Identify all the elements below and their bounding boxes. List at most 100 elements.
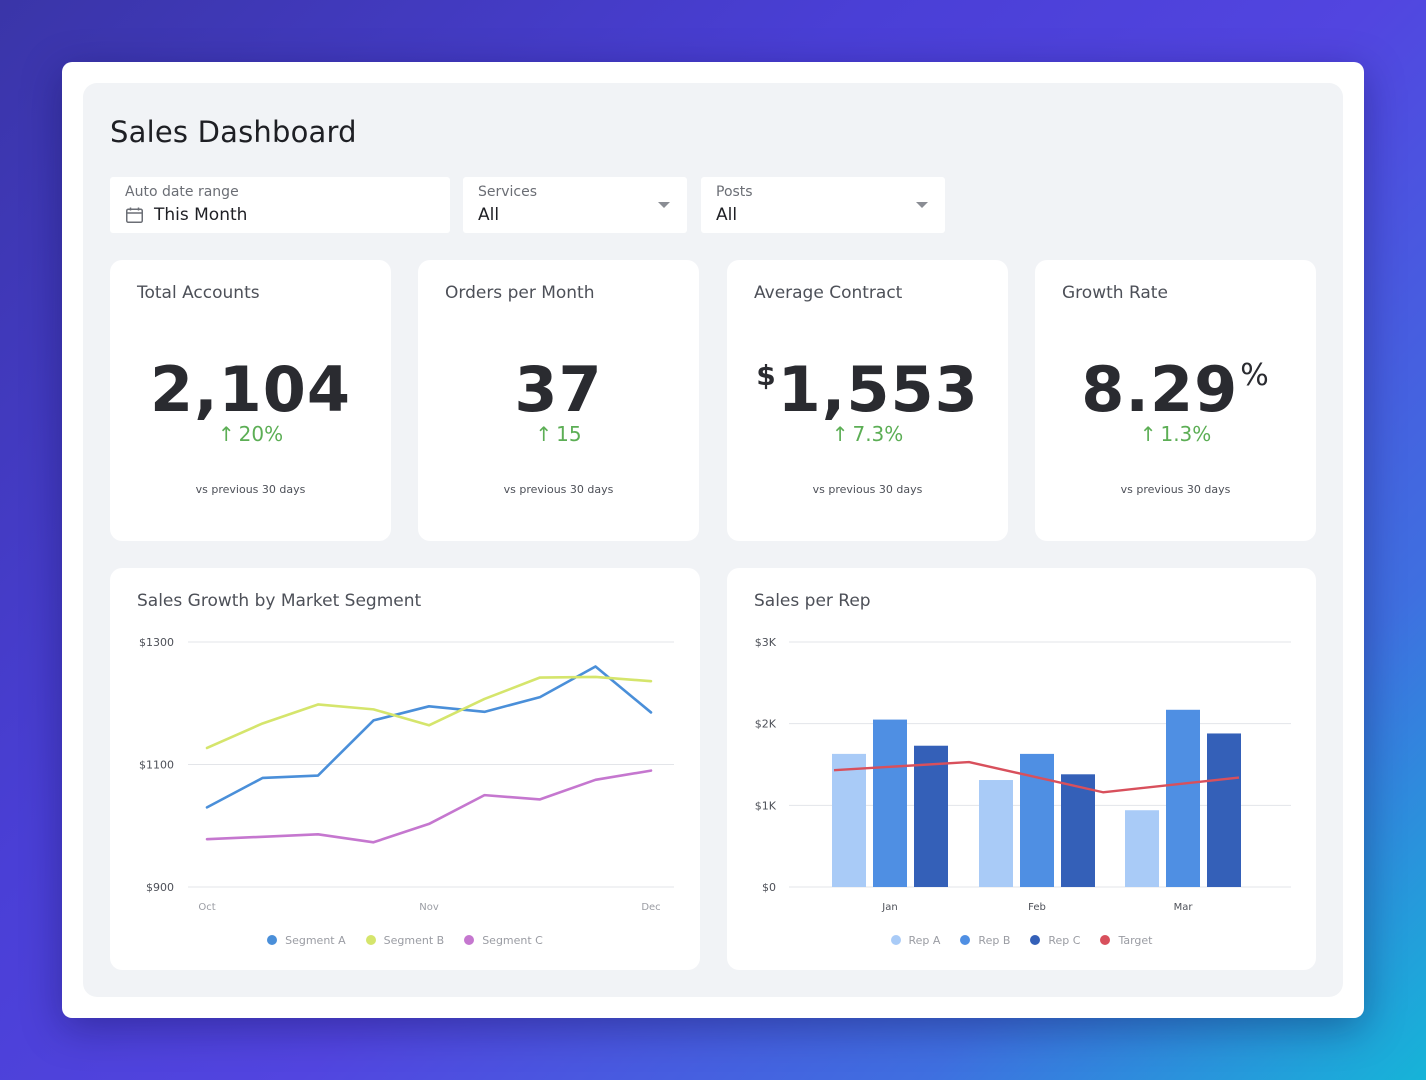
dashboard-panel: Sales Dashboard Auto date range This Mon… <box>83 83 1343 997</box>
x-tick-label: Jan <box>881 902 897 913</box>
x-tick-label: Nov <box>419 902 439 913</box>
posts-value: All <box>716 205 738 225</box>
y-tick-label: $2K <box>755 718 777 731</box>
legend-item[interactable]: Rep A <box>890 934 941 947</box>
chevron-down-icon <box>658 202 670 208</box>
chevron-down-icon <box>916 202 928 208</box>
kpi-footnote: vs previous 30 days <box>503 483 614 496</box>
x-tick-label: Mar <box>1174 902 1194 913</box>
kpi-label: Average Contract <box>754 283 903 303</box>
y-tick-label: $3K <box>755 636 777 649</box>
kpi-footnote: vs previous 30 days <box>195 483 306 496</box>
kpi-label: Orders per Month <box>445 283 595 303</box>
legend-dot-icon <box>267 935 278 945</box>
date-range-value: This Month <box>154 205 248 225</box>
kpi-number: 8.29 <box>1081 353 1239 426</box>
kpi-number: 37 <box>514 353 603 426</box>
bar-rep-a <box>1125 810 1159 887</box>
posts-dropdown[interactable]: Posts All <box>701 177 945 233</box>
dashboard-window: Sales Dashboard Auto date range This Mon… <box>62 62 1364 1018</box>
legend-dot-icon <box>890 935 901 945</box>
line-chart-legend: Segment A Segment B Segment C <box>110 934 700 947</box>
legend-item[interactable]: Rep C <box>1030 934 1080 947</box>
kpi-value: 2,104 <box>110 353 391 426</box>
kpi-delta-value: 1.3% <box>1160 422 1212 446</box>
legend-item[interactable]: Rep B <box>960 934 1010 947</box>
kpi-card-average-contract[interactable]: Average Contract $1,553 ↑ 7.3% vs previou… <box>727 260 1008 541</box>
kpi-card-orders-per-month[interactable]: Orders per Month 37 ↑ 15 vs previous 30 d… <box>418 260 699 541</box>
legend-label: Rep B <box>978 934 1011 947</box>
bar-rep-a <box>832 753 866 887</box>
services-dropdown[interactable]: Services All <box>463 177 687 233</box>
sales-growth-chart-card: Sales Growth by Market Segment $1300 $110… <box>110 568 700 970</box>
kpi-delta-value: 7.3% <box>852 422 904 446</box>
arrow-up-icon: ↑ <box>535 422 553 446</box>
legend-dot-icon <box>960 935 971 945</box>
legend-dot-icon <box>365 935 376 945</box>
line-chart: $1300 $1100 $900 Oct Nov Dec <box>139 636 674 913</box>
kpi-delta-value: 15 <box>556 422 582 446</box>
kpi-value: $1,553 <box>727 353 1008 426</box>
x-tick-label: Feb <box>1028 902 1046 913</box>
legend-label: Rep C <box>1048 934 1081 947</box>
legend-item[interactable]: Segment B <box>365 934 445 947</box>
arrow-up-icon: ↑ <box>217 422 235 446</box>
legend-item[interactable]: Target <box>1100 934 1152 947</box>
legend-dot-icon <box>464 935 475 945</box>
bar-rep-b <box>873 719 907 887</box>
kpi-label: Growth Rate <box>1062 283 1168 303</box>
services-label: Services <box>478 184 538 200</box>
kpi-footnote: vs previous 30 days <box>1120 483 1231 496</box>
legend-label: Target <box>1118 934 1153 947</box>
legend-label: Segment B <box>383 934 445 947</box>
date-range-filter[interactable]: Auto date range This Month <box>110 177 450 233</box>
legend-item[interactable]: Segment C <box>464 934 543 947</box>
bar-rep-b <box>1020 753 1054 887</box>
chart-title: Sales per Rep <box>754 591 871 611</box>
arrow-up-icon: ↑ <box>1139 422 1157 446</box>
page-title: Sales Dashboard <box>110 115 357 149</box>
kpi-delta-value: 20% <box>238 422 284 446</box>
kpi-delta: ↑ 15 <box>418 422 699 446</box>
kpi-footnote: vs previous 30 days <box>812 483 923 496</box>
kpi-prefix: $ <box>756 359 777 392</box>
x-tick-label: Dec <box>641 902 660 913</box>
bar-chart-legend: Rep A Rep B Rep C Target <box>727 934 1316 947</box>
chart-title: Sales Growth by Market Segment <box>137 591 422 611</box>
legend-item[interactable]: Segment A <box>267 934 346 947</box>
calendar-icon <box>126 207 143 223</box>
x-tick-label: Oct <box>198 902 215 913</box>
bar-rep-a <box>979 780 1013 887</box>
legend-label: Segment A <box>285 934 346 947</box>
bar-rep-c <box>1061 774 1095 887</box>
legend-label: Segment C <box>482 934 543 947</box>
legend-label: Rep A <box>908 934 941 947</box>
kpi-value: 8.29% <box>1035 353 1316 426</box>
target-line <box>833 760 1240 794</box>
kpi-delta: ↑ 7.3% <box>727 422 1008 446</box>
arrow-up-icon: ↑ <box>831 422 849 446</box>
bar-rep-b <box>1166 709 1200 887</box>
services-value: All <box>478 205 500 225</box>
date-range-label: Auto date range <box>125 184 239 200</box>
bar-rep-c <box>1207 733 1241 887</box>
legend-dot-icon <box>1030 935 1041 945</box>
kpi-delta: ↑ 20% <box>110 422 391 446</box>
y-tick-label: $1K <box>755 799 777 812</box>
kpi-card-total-accounts[interactable]: Total Accounts 2,104 ↑ 20% vs previous 30… <box>110 260 391 541</box>
kpi-number: 1,553 <box>777 353 979 426</box>
y-tick-label: $0 <box>762 881 776 894</box>
kpi-number: 2,104 <box>149 353 352 426</box>
kpi-suffix: % <box>1240 358 1270 393</box>
sales-per-rep-chart-card: Sales per Rep $3K $2K $1K $0 Jan Feb Mar Rep A… <box>727 568 1316 970</box>
y-tick-label: $1300 <box>139 636 174 649</box>
series-line-segment-a <box>205 665 653 809</box>
series-line-segment-b <box>205 675 653 750</box>
y-tick-label: $900 <box>146 881 174 894</box>
bar-rep-c <box>914 745 948 887</box>
series-line-segment-c <box>205 769 653 844</box>
kpi-value: 37 <box>418 353 699 426</box>
kpi-delta: ↑ 1.3% <box>1035 422 1316 446</box>
kpi-card-growth-rate[interactable]: Growth Rate 8.29% ↑ 1.3% vs previous 30 d… <box>1035 260 1316 541</box>
y-tick-label: $1100 <box>139 759 174 772</box>
